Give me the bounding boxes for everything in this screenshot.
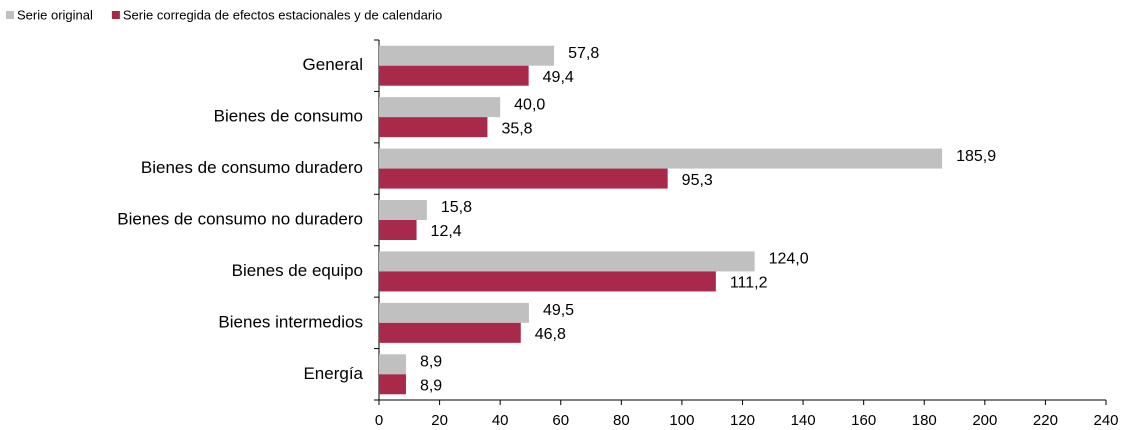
category-label: Bienes de consumo	[214, 107, 363, 126]
x-tick-label: 80	[613, 412, 630, 429]
x-tick-label: 100	[669, 412, 694, 429]
x-tick-label: 140	[791, 412, 816, 429]
bar	[379, 168, 668, 189]
value-label: 35,8	[501, 120, 532, 137]
x-tick-label: 20	[431, 412, 448, 429]
x-tick-label: 120	[730, 412, 755, 429]
legend-swatch	[111, 11, 120, 19]
bar	[379, 302, 529, 323]
value-label: 8,9	[420, 378, 442, 395]
x-tick-label: 200	[972, 412, 997, 429]
value-label: 8,9	[420, 354, 442, 371]
bar	[379, 117, 488, 138]
category-label: Energía	[303, 364, 363, 383]
category-label: Bienes intermedios	[218, 312, 363, 331]
bar	[379, 65, 529, 86]
value-label: 49,4	[543, 69, 574, 86]
bar	[379, 220, 417, 240]
x-tick-label: 180	[912, 412, 937, 429]
bar	[379, 200, 427, 220]
legend-label: Serie original	[17, 7, 93, 22]
bar	[379, 271, 716, 292]
bar	[379, 322, 521, 343]
bar	[379, 354, 406, 375]
bar	[379, 97, 501, 118]
category-label: General	[303, 55, 363, 74]
value-label: 12,4	[431, 223, 462, 240]
value-label: 57,8	[568, 45, 599, 62]
x-tick-label: 160	[851, 412, 876, 429]
bar	[379, 251, 755, 272]
value-label: 49,5	[543, 302, 574, 319]
x-tick-label: 60	[552, 412, 569, 429]
legend-label: Serie corregida de efectos estacionales …	[123, 7, 442, 22]
x-tick-label: 40	[492, 412, 509, 429]
value-label: 124,0	[769, 251, 809, 268]
value-label: 185,9	[956, 148, 996, 165]
legend-swatch	[6, 11, 14, 19]
category-label: Bienes de consumo duradero	[141, 158, 363, 177]
value-label: 111,2	[730, 275, 768, 292]
category-label: Bienes de consumo no duradero	[117, 209, 363, 228]
value-label: 95,3	[682, 172, 713, 189]
value-label: 40,0	[514, 96, 545, 113]
x-tick-label: 0	[375, 412, 383, 429]
category-label: Bienes de equipo	[232, 261, 363, 280]
value-label: 46,8	[535, 326, 566, 343]
x-tick-label: 240	[1093, 412, 1118, 429]
value-label: 15,8	[441, 199, 472, 216]
bar	[379, 148, 943, 169]
bar	[379, 374, 406, 395]
bar	[379, 45, 555, 66]
x-tick-label: 220	[1033, 412, 1058, 429]
